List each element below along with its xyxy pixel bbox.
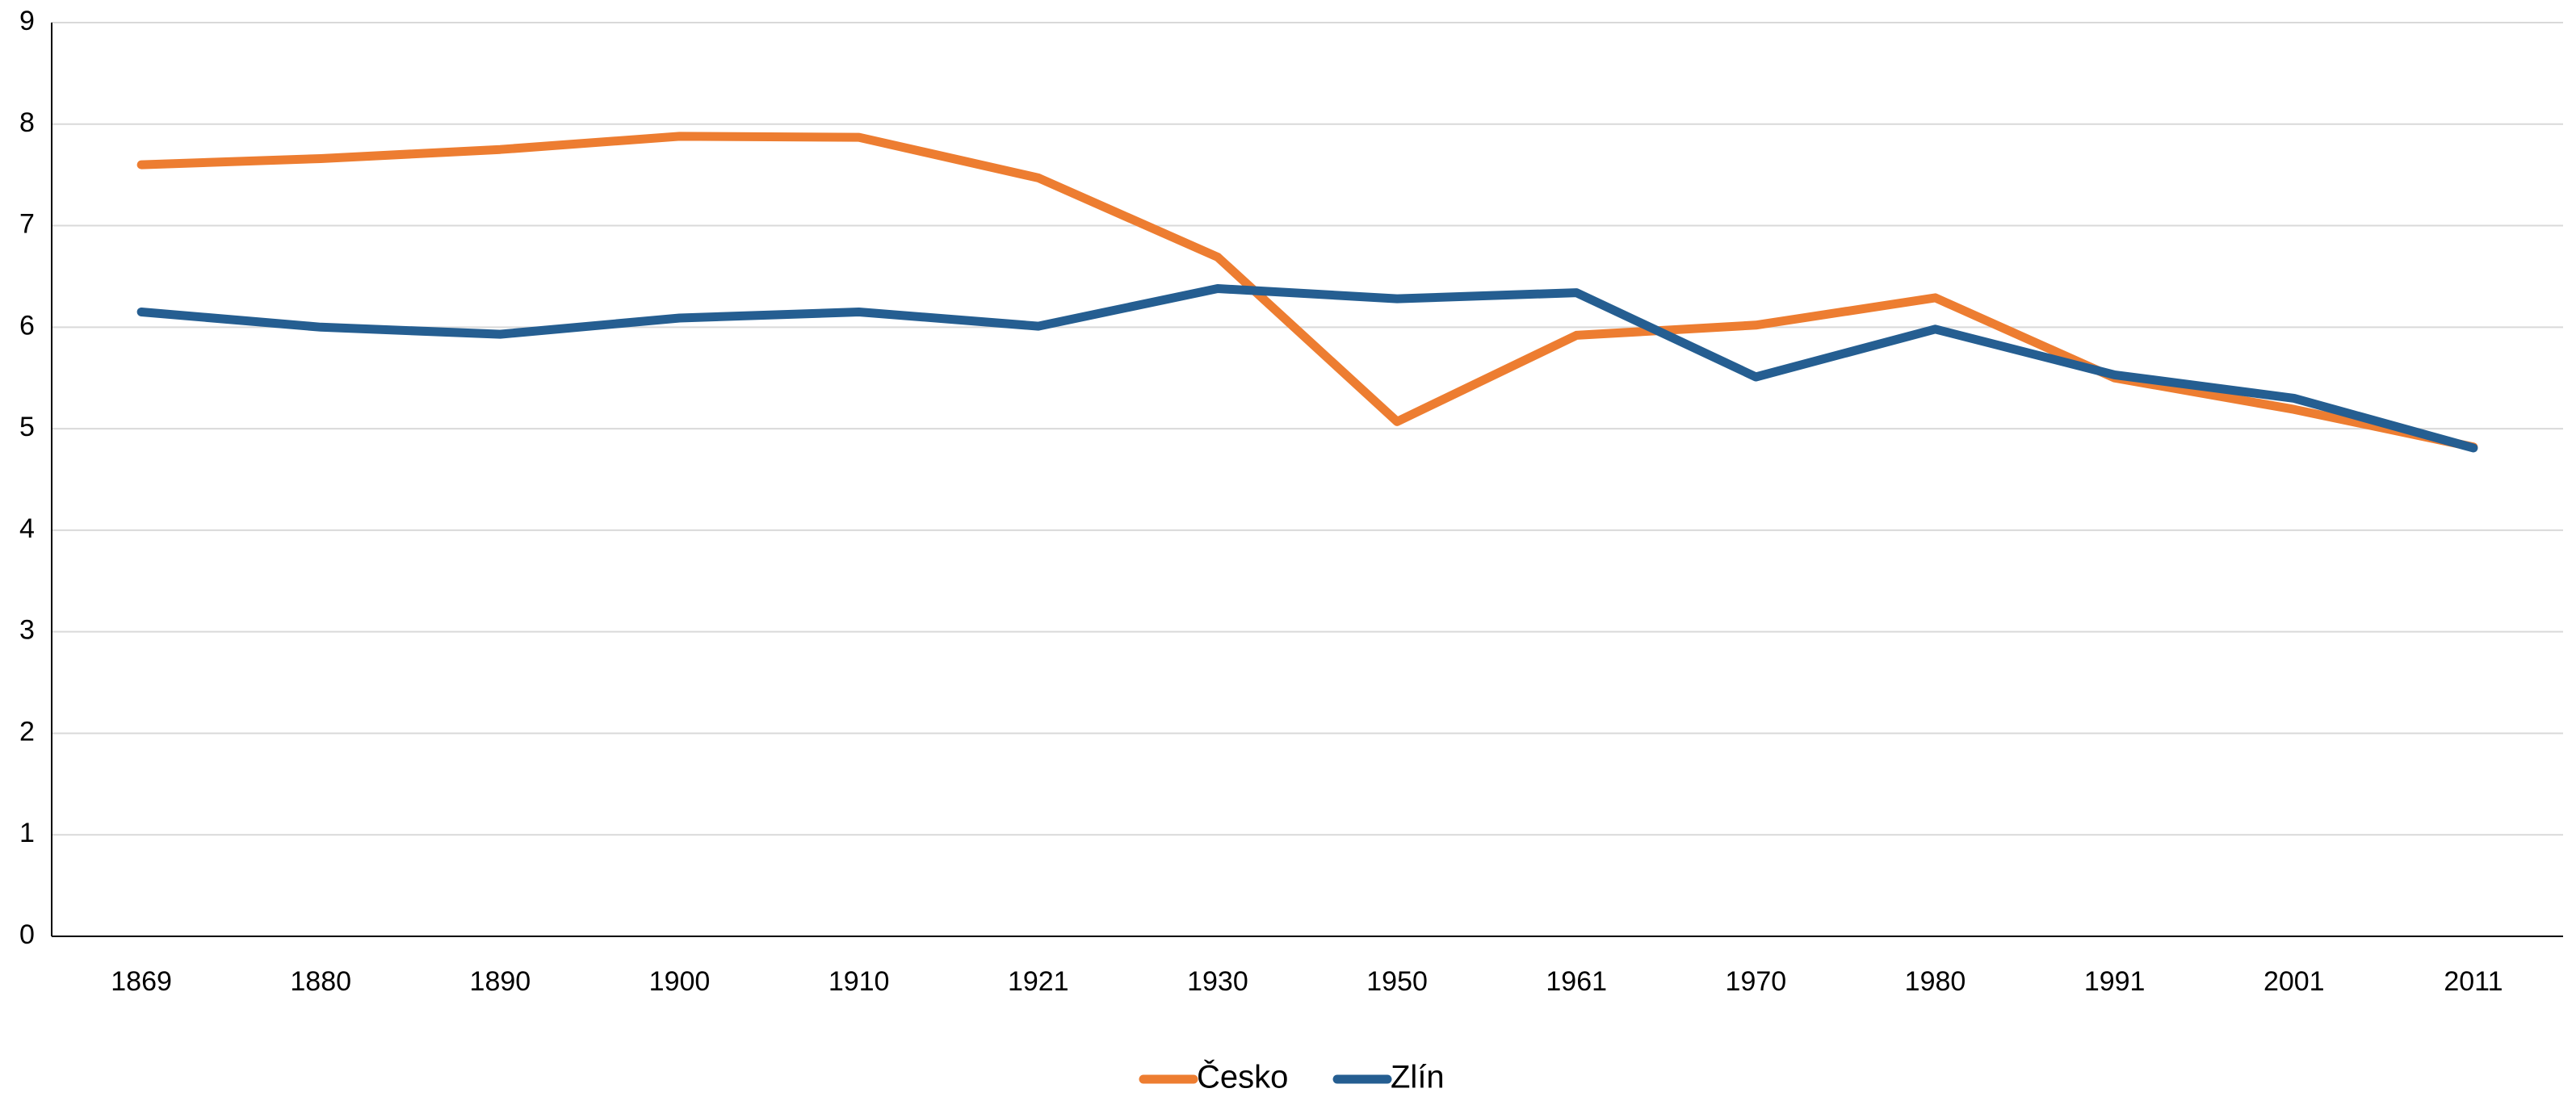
y-tick-label: 2 (19, 716, 35, 747)
x-tick-label: 1921 (1008, 966, 1069, 997)
x-tick-label: 1961 (1546, 966, 1607, 997)
series-lines (136, 132, 2478, 453)
x-tick-label: 1950 (1366, 966, 1428, 997)
y-tick-label: 8 (19, 107, 35, 138)
y-tick-label: 7 (19, 209, 35, 240)
x-tick-label: 1980 (1905, 966, 1966, 997)
y-tick-label: 0 (19, 919, 35, 950)
legend-label: Zlín (1391, 1060, 1445, 1095)
x-tick-label: 2001 (2263, 966, 2325, 997)
y-tick-label: 6 (19, 310, 35, 341)
y-tick-label: 9 (19, 6, 35, 36)
series-line-1 (136, 284, 2478, 453)
axes (51, 23, 2563, 937)
legend: Česko Zlín (1139, 1059, 1445, 1095)
y-tick-label: 3 (19, 615, 35, 646)
x-tick-label: 1991 (2084, 966, 2146, 997)
legend-label: Česko (1197, 1059, 1288, 1095)
y-tick-label: 4 (19, 513, 35, 544)
y-tick-label: 5 (19, 412, 35, 442)
x-tick-label: 1900 (649, 966, 711, 997)
x-tick-label: 2011 (2444, 966, 2503, 997)
x-tick-label: 1869 (111, 966, 172, 997)
x-tick-label: 1910 (829, 966, 890, 997)
y-axis-tick-labels: 0 1 2 3 4 5 6 7 8 9 (19, 6, 35, 950)
x-tick-label: 1880 (290, 966, 351, 997)
x-tick-label: 1890 (470, 966, 531, 997)
x-axis-tick-labels: 1869 1880 1890 1900 1910 1921 1930 1950 1961 1970… (111, 966, 2503, 997)
x-tick-label: 1930 (1187, 966, 1248, 997)
gridlines (52, 22, 2563, 836)
x-tick-label: 1970 (1726, 966, 1787, 997)
y-tick-label: 1 (19, 818, 35, 848)
